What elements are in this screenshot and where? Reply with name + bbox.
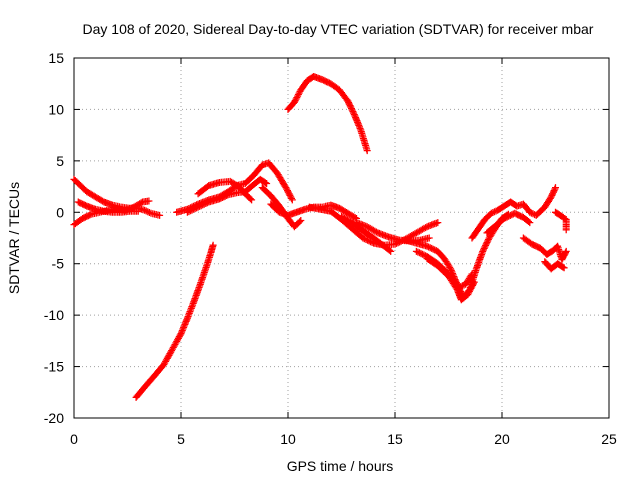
data-markers-arc-20	[541, 258, 568, 273]
y-tick-label: -20	[44, 410, 64, 426]
grid-lines	[74, 58, 609, 418]
x-tick-label: 10	[280, 431, 296, 447]
data-markers-arc-10	[284, 73, 371, 155]
series-arc-20	[541, 258, 568, 273]
series-arc-2	[70, 197, 153, 229]
data-markers-arc-12	[338, 212, 395, 255]
x-tick-label: 0	[70, 431, 78, 447]
x-axis-label: GPS time / hours	[287, 458, 394, 474]
chart-title: Day 108 of 2020, Sidereal Day-to-day VTE…	[83, 21, 594, 37]
data-markers-arc-18	[483, 209, 534, 237]
series-arc-4	[132, 241, 217, 401]
data-markers-arc-8	[258, 184, 305, 231]
y-tick-label: 5	[56, 153, 64, 169]
series-arc-8	[258, 184, 305, 231]
y-tick-label: 0	[56, 204, 64, 220]
x-tick-label: 25	[601, 431, 617, 447]
series-arc-10	[284, 73, 371, 155]
data-markers-arc-4	[132, 241, 217, 401]
x-tick-label: 20	[494, 431, 510, 447]
x-tick-label: 5	[177, 431, 185, 447]
data-markers-arc-17	[468, 184, 559, 242]
series-arc-19	[519, 234, 570, 264]
data-markers-arc-7	[194, 177, 256, 204]
y-axis-label: SDTVAR / TECUs	[6, 182, 22, 294]
y-tick-label: -15	[44, 359, 64, 375]
data-markers-arc-21	[552, 208, 570, 234]
series-arc-16	[423, 255, 478, 304]
axis-ticks: 0 5 10 15 20 25 -20 -15 -10 -5 0 5 10 15	[44, 50, 617, 447]
data-markers-arc-3	[74, 198, 142, 216]
y-tick-label: -5	[52, 256, 65, 272]
series-arc-18	[483, 209, 534, 237]
y-tick-label: 15	[48, 50, 64, 66]
series-arc-12	[338, 212, 395, 255]
y-tick-label: 10	[48, 101, 64, 117]
data-markers-arc-16	[423, 255, 478, 304]
series-arc-17	[468, 184, 559, 242]
data-markers-arc-2	[70, 197, 153, 229]
y-tick-label: -10	[44, 307, 64, 323]
series-arc-21	[552, 208, 570, 234]
data-series	[70, 73, 570, 401]
plot-frame	[73, 57, 610, 419]
data-markers-arc-19	[519, 234, 570, 264]
series-arc-3	[74, 198, 142, 216]
series-arc-7	[194, 177, 256, 204]
x-tick-label: 15	[387, 431, 403, 447]
